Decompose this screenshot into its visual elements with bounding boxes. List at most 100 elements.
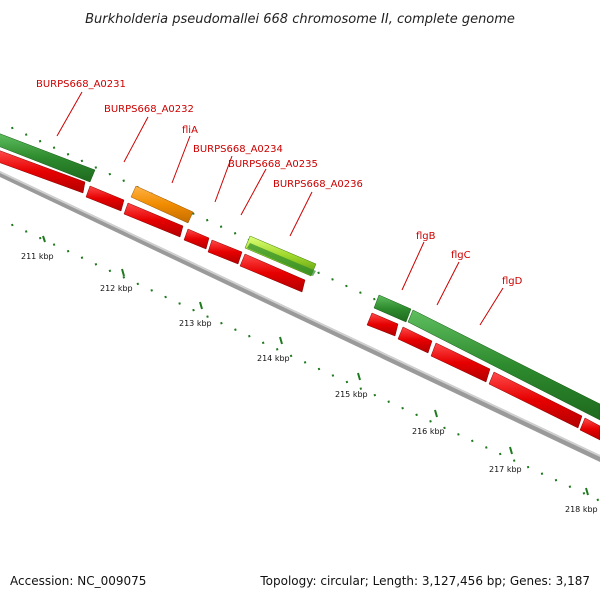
major-tick — [434, 409, 438, 418]
minor-tick — [526, 465, 530, 469]
minor-tick — [164, 295, 167, 299]
minor-tick — [568, 485, 572, 488]
minor-tick — [220, 321, 223, 325]
fliA-gene[interactable] — [130, 185, 194, 224]
minor-tick — [443, 426, 446, 430]
tick-label-215: 215 kbp — [335, 390, 368, 399]
minor-tick — [582, 492, 586, 495]
minor-tick — [206, 315, 209, 318]
minor-tick — [66, 153, 70, 156]
minor-tick — [248, 334, 251, 338]
minor-tick — [512, 459, 516, 462]
minor-tick — [498, 452, 502, 456]
minor-tick — [108, 172, 112, 176]
minor-tick — [80, 159, 84, 163]
minor-tick — [415, 413, 418, 417]
gene-label-flgB[interactable]: flgB — [416, 231, 436, 242]
major-tick — [357, 372, 361, 381]
minor-tick — [485, 446, 488, 449]
reverse-gene-4[interactable] — [183, 228, 210, 250]
minor-tick — [24, 133, 28, 136]
minor-tick — [94, 263, 98, 266]
tick-label-217: 217 kbp — [489, 465, 522, 474]
minor-tick — [289, 354, 293, 358]
minor-tick — [554, 478, 558, 482]
minor-tick — [66, 249, 70, 253]
tick-label-211: 211 kbp — [21, 252, 54, 261]
minor-tick — [11, 126, 14, 130]
page-title: Burkholderia pseudomallei 668 chromosome… — [85, 12, 515, 27]
minor-tick — [38, 236, 42, 240]
minor-tick — [345, 380, 349, 384]
minor-tick — [596, 498, 600, 502]
minor-tick — [11, 223, 14, 227]
gene-label-BURPS668_A0235[interactable]: BURPS668_A0235 — [228, 159, 318, 170]
major-tick — [509, 446, 513, 455]
reverse-gene-5[interactable] — [207, 239, 243, 265]
reverse-gene-7[interactable] — [366, 312, 399, 337]
BURPS668_A0236-gene[interactable] — [244, 235, 317, 277]
minor-tick — [275, 348, 279, 351]
minor-tick — [108, 269, 112, 273]
tick-label-216: 216 kbp — [412, 427, 445, 436]
reverse-gene-8[interactable] — [397, 326, 433, 354]
tick-label-212: 212 kbp — [100, 284, 133, 293]
gene-label-flgD[interactable]: flgD — [502, 276, 523, 287]
minor-tick — [317, 367, 321, 371]
tick-label-214: 214 kbp — [257, 354, 290, 363]
minor-tick — [122, 179, 125, 182]
reverse-gene-11[interactable] — [579, 417, 600, 441]
minor-tick — [122, 276, 126, 279]
minor-tick — [192, 308, 195, 312]
forward-gene-bar[interactable] — [0, 133, 96, 183]
gene-label-BURPS668_A0232[interactable]: BURPS668_A0232 — [104, 104, 194, 115]
accession-text: Accession: NC_009075 — [10, 574, 146, 588]
minor-tick — [331, 374, 335, 377]
minor-tick — [219, 225, 223, 228]
minor-tick — [136, 282, 140, 286]
minor-tick — [178, 302, 181, 305]
genome-backbone — [0, 170, 600, 462]
gene-label-fliA[interactable]: fliA — [182, 125, 198, 136]
reverse-gene-6[interactable] — [239, 253, 306, 293]
gene-label-BURPS668_A0231[interactable]: BURPS668_A0231 — [36, 79, 126, 90]
reverse-gene-9[interactable] — [430, 342, 491, 383]
major-tick — [42, 235, 46, 243]
minor-tick — [192, 212, 195, 215]
gene-label-leaders — [56, 91, 504, 326]
minor-tick — [80, 256, 84, 259]
major-tick — [585, 487, 589, 496]
minor-tick — [540, 472, 544, 475]
minor-tick — [38, 139, 42, 143]
minor-tick — [24, 230, 28, 233]
minor-tick — [457, 433, 460, 436]
minor-tick — [52, 146, 56, 149]
reverse-gene-1[interactable] — [0, 150, 86, 194]
minor-tick — [359, 387, 363, 390]
gene-label-BURPS668_A0234[interactable]: BURPS668_A0234 — [193, 144, 283, 155]
minor-tick — [429, 420, 432, 423]
reverse-gene-10[interactable] — [488, 371, 583, 429]
kbp-axis: 211 kbp 212 kbp 213 kbp 214 kbp 215 kbp … — [21, 235, 598, 514]
reverse-gene-3[interactable] — [123, 202, 184, 238]
gene-label-BURPS668_A0236[interactable]: BURPS668_A0236 — [273, 179, 363, 190]
gene-labels: BURPS668_A0231 BURPS668_A0232 fliA BURPS… — [36, 79, 523, 287]
minor-tick — [373, 393, 377, 397]
minor-tick — [233, 232, 237, 235]
major-tick — [121, 268, 125, 277]
reverse-gene-2[interactable] — [85, 185, 125, 212]
flgB-gene[interactable] — [373, 294, 412, 323]
gene-label-flgC[interactable]: flgC — [451, 250, 471, 261]
minor-tick — [345, 284, 348, 288]
flgC-flgD-gene[interactable] — [407, 309, 600, 421]
major-tick — [279, 336, 283, 345]
minor-tick — [401, 406, 404, 410]
minor-tick — [331, 278, 334, 281]
topology-text: Topology: circular; Length: 3,127,456 bp… — [259, 574, 590, 588]
gene-features — [0, 133, 600, 441]
minor-tick — [359, 291, 362, 294]
major-tick — [199, 301, 203, 310]
minor-tick — [317, 271, 320, 275]
minor-tick — [150, 289, 153, 292]
